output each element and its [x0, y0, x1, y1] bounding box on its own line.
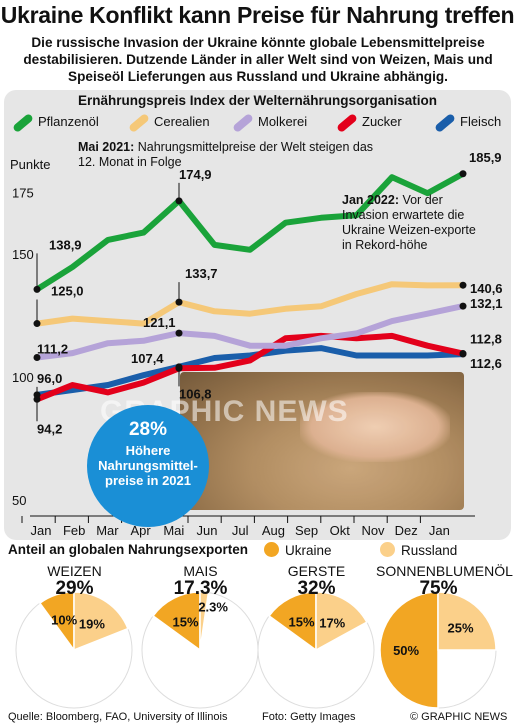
series-line-cerealien [34, 281, 466, 327]
pie-slice-ukraine [268, 591, 317, 652]
pie-label-russland: 2.3% [198, 600, 228, 615]
series-line-zucker [34, 332, 466, 403]
pie-label-russland: 25% [448, 620, 474, 635]
x-tick-label: Jun [197, 523, 218, 538]
pie-slice-russland [437, 591, 497, 651]
data-point-cerealien [459, 281, 467, 289]
x-tick-label: Nov [361, 523, 385, 538]
callout-percent: 28% [128, 419, 168, 440]
data-label-fleisch: 107,4 [131, 351, 164, 366]
y-tick-label: 175 [12, 186, 34, 201]
legend-zucker: Zucker [336, 112, 402, 133]
data-label-cerealien: 125,0 [51, 284, 84, 299]
hands-image [300, 392, 450, 462]
data-label-pflanzenoel: 185,9 [469, 150, 502, 165]
data-label-pflanzenoel: 138,9 [49, 237, 82, 252]
russland-dot-icon [380, 542, 395, 557]
data-label-molkerei: 111,2 [37, 341, 68, 356]
data-point-fleisch [459, 350, 467, 358]
x-tick-label: Mar [96, 523, 119, 538]
legend-label: Molkerei [258, 114, 308, 129]
pie-label-ukraine: 50% [393, 643, 419, 658]
legend-molkerei: Molkerei [232, 112, 308, 133]
footer-copyright: © GRAPHIC NEWS [410, 711, 508, 723]
legend-label: Zucker [362, 114, 402, 129]
pie-name-gerste: GERSTE [287, 563, 346, 579]
pie-total-weizen: 29% [55, 578, 94, 599]
data-point-molkerei [459, 302, 467, 310]
x-tick-label: Jan [429, 523, 450, 538]
y-tick-label: 150 [12, 247, 34, 262]
page-title: Ukraine Konflikt kann Preise für Nahrung… [0, 2, 515, 28]
pie-slice-ukraine [152, 591, 201, 652]
pie-slice-russland [199, 591, 210, 651]
x-tick-label: Aug [262, 523, 285, 538]
pie-label-ukraine: 10% [51, 613, 77, 628]
pie-total-mais: 17.3% [173, 578, 228, 599]
data-label-pflanzenoel: 174,9 [179, 167, 212, 182]
pie-name-weizen: WEIZEN [47, 563, 102, 579]
x-tick-label: Sep [295, 523, 318, 538]
x-tick-label: Okt [330, 523, 351, 538]
footer-photo-credit: Foto: Getty Images [262, 711, 356, 723]
series-line-molkerei [34, 303, 466, 361]
chart-title: Ernährungspreis Index der Welternährungs… [77, 93, 438, 108]
pie-label-ukraine: 15% [173, 615, 199, 630]
legend-label: Fleisch [460, 114, 502, 129]
legend-cerealien: Cerealien [128, 112, 210, 133]
data-label-zucker: 94,2 [37, 421, 62, 436]
x-tick-label: Feb [63, 523, 85, 538]
data-label-molkerei: 121,1 [143, 315, 176, 330]
y-axis-label: Punkte [10, 157, 51, 172]
x-tick-label: Jan [31, 523, 52, 538]
data-label-cerealien: 133,7 [185, 266, 218, 281]
pie-name-mais: MAIS [183, 563, 218, 579]
y-tick-label: 100 [12, 370, 34, 385]
callout-circle: 28% Höhere Nahrungsmittel-preise in 2021 [87, 405, 209, 527]
data-label-zucker: 112,8 [470, 332, 502, 347]
ukraine-dot-icon [264, 542, 279, 557]
data-point-pflanzenoel [459, 170, 467, 178]
legend-label: Pflanzenöl [38, 114, 99, 129]
x-tick-label: Mai [163, 523, 184, 538]
data-label-fleisch: 96,0 [37, 371, 62, 386]
data-point-fleisch [175, 363, 183, 371]
pie-slice-ukraine [379, 591, 439, 709]
share-legend-ukraine: Ukraine [264, 542, 332, 558]
data-label-cerealien: 140,6 [470, 281, 503, 296]
data-label-fleisch: 112,6 [470, 356, 502, 371]
pie-name-sonnenblumenoel: SONNENBLUMENÖL [376, 563, 513, 579]
pie-total-sonnenblumenoel: 75% [419, 578, 458, 599]
callout-text: Höhere Nahrungsmittel-preise in 2021 [98, 443, 198, 488]
series-line-pflanzenoel [34, 170, 466, 293]
footer-source: Quelle: Bloomberg, FAO, University of Il… [8, 711, 228, 723]
legend-label: Cerealien [154, 114, 210, 129]
data-label-molkerei: 132,1 [470, 296, 503, 311]
annotation-mai-2021: Mai 2021: Nahrungsmittelpreise der Welt … [78, 140, 374, 169]
series-line-fleisch [34, 345, 466, 398]
share-legend-russland: Russland [380, 542, 457, 558]
page-subtitle: Die russische Invasion der Ukraine könnt… [23, 35, 493, 84]
pie-label-russland: 17% [319, 616, 345, 631]
pie-total-gerste: 32% [297, 578, 336, 599]
pie-label-ukraine: 15% [289, 615, 315, 630]
legend-pflanzenoel: Pflanzenöl [12, 112, 99, 133]
grain-photo [180, 372, 464, 510]
pie-slice-russland [73, 591, 129, 652]
pie-slice-russland [315, 591, 368, 652]
y-tick-label: 50 [12, 493, 26, 508]
x-tick-label: Dez [395, 523, 418, 538]
share-title: Anteil an globalen Nahrungsexporten [8, 542, 249, 557]
pie-label-russland: 19% [79, 617, 105, 632]
annotation-jan-2022: Jan 2022: Vor der Invasion erwartete die… [342, 193, 476, 252]
data-label-zucker: 106,8 [179, 386, 212, 401]
legend-fleisch: Fleisch [434, 112, 502, 133]
data-point-molkerei [33, 353, 41, 361]
x-tick-label: Jul [232, 523, 249, 538]
